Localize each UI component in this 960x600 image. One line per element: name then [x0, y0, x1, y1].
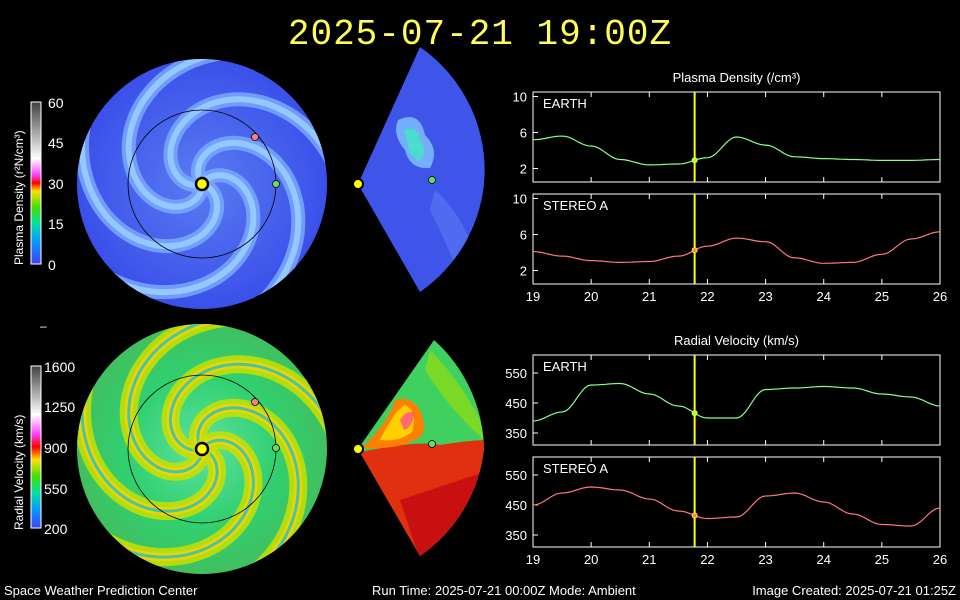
density-spiral-arms — [77, 59, 327, 309]
density-colorbar-label: Plasma Density (r²N/cm³) — [12, 130, 26, 265]
y-tick-label: 2 — [520, 264, 527, 279]
density-tick-3: 15 — [48, 216, 64, 232]
y-tick-label: 450 — [505, 498, 527, 513]
density-tick-2: 30 — [48, 176, 64, 192]
y-tick-label: 350 — [505, 528, 527, 543]
series-line — [532, 135, 940, 166]
velocity-meridional-map — [352, 340, 484, 556]
density-colorbar: 60 45 30 15 0 — [30, 95, 64, 273]
x-tick-label: 19 — [526, 552, 540, 567]
velocity-ecliptic-map — [77, 324, 327, 574]
spiral-arm — [80, 348, 219, 513]
chart-frame — [532, 456, 941, 548]
page-title: 2025-07-21 19:00Z — [287, 14, 673, 55]
x-tick-label: 22 — [700, 552, 714, 567]
footer-image-created: Image Created: 2025-07-21 01:25Z — [752, 583, 956, 598]
earth-marker — [272, 180, 280, 188]
chart-panel-label: EARTH — [543, 96, 587, 111]
x-tick-label: 24 — [816, 289, 830, 304]
spiral-arm — [168, 362, 327, 470]
earth-marker-side — [428, 176, 436, 184]
chart-frame — [532, 354, 941, 446]
velocity-tick-2: 900 — [44, 440, 68, 456]
footer-run-time: Run Time: 2025-07-21 00:00Z Mode: Ambien… — [372, 583, 636, 598]
timeseries-charts: Plasma Density (/cm³) EARTH 10 6 2 STEREO A 10… — [505, 70, 947, 567]
stereo-a-marker-bottom — [251, 398, 259, 406]
density-tick-1: 45 — [48, 135, 64, 151]
x-tick-label: 20 — [584, 552, 598, 567]
x-tick-label: 21 — [642, 552, 656, 567]
density-tick-4: 0 — [48, 257, 56, 273]
footer-organization: Space Weather Prediction Center — [4, 583, 198, 598]
y-tick-label: 450 — [505, 396, 527, 411]
spiral-arm — [77, 438, 255, 559]
chart-title: Radial Velocity (km/s) — [674, 333, 799, 348]
spiral-arm — [196, 406, 300, 574]
separator-dash: – — [40, 319, 47, 333]
series-line — [532, 231, 941, 264]
spiral-arm — [194, 139, 302, 309]
x-tick-label: 20 — [584, 289, 598, 304]
density-ecliptic-map — [77, 59, 327, 309]
y-tick-label: 6 — [520, 228, 527, 243]
x-tick-label: 21 — [642, 289, 656, 304]
x-tick-label: 24 — [816, 552, 830, 567]
velocity-spiral-arms — [77, 324, 327, 574]
x-tick-label: 25 — [875, 552, 889, 567]
chart-panel-label: STEREO A — [543, 198, 608, 213]
chart-frame — [532, 91, 941, 183]
y-tick-label: 6 — [520, 126, 527, 141]
series-line — [532, 486, 941, 527]
velocity-colorbar-label: Radial Velocity (km/s) — [12, 414, 26, 530]
spiral-arm — [167, 96, 327, 206]
stereo-a-marker — [251, 133, 259, 141]
spiral-arm — [125, 59, 267, 210]
series-line — [532, 382, 941, 422]
density-meridional-map — [352, 47, 485, 292]
x-tick-label: 26 — [933, 552, 947, 567]
y-tick-label: 10 — [513, 90, 527, 105]
velocity-colorbar: 1600 1250 900 550 200 — [30, 359, 75, 537]
x-tick-label: 19 — [526, 289, 540, 304]
sun-marker-side-bottom — [352, 443, 364, 455]
x-tick-label: 25 — [875, 289, 889, 304]
velocity-tick-4: 200 — [44, 521, 68, 537]
x-tick-label: 23 — [758, 552, 772, 567]
y-tick-label: 550 — [505, 468, 527, 483]
velocity-tick-0: 1600 — [44, 359, 75, 375]
x-tick-label: 22 — [700, 289, 714, 304]
spiral-arm — [78, 82, 221, 250]
x-tick-label: 26 — [933, 289, 947, 304]
velocity-tick-1: 1250 — [44, 399, 75, 415]
spiral-arm — [127, 324, 266, 474]
current-value-dot — [691, 247, 698, 254]
current-value-dot — [691, 157, 698, 164]
y-tick-label: 550 — [505, 366, 527, 381]
sun-marker — [194, 176, 210, 192]
y-tick-label: 350 — [505, 426, 527, 441]
density-tick-0: 60 — [48, 95, 64, 111]
sun-marker-side — [352, 178, 364, 190]
sun-marker-bottom — [194, 441, 210, 457]
chart-frame — [532, 193, 941, 285]
current-value-dot — [691, 512, 698, 519]
chart-title: Plasma Density (/cm³) — [673, 70, 801, 85]
x-tick-label: 23 — [758, 289, 772, 304]
spiral-arm — [77, 172, 257, 296]
earth-marker-side-bottom — [428, 440, 436, 448]
earth-marker-bottom — [272, 444, 280, 452]
chart-panel-label: EARTH — [543, 359, 587, 374]
y-tick-label: 2 — [520, 162, 527, 177]
chart-panel-label: STEREO A — [543, 461, 608, 476]
velocity-tick-3: 550 — [44, 481, 68, 497]
current-value-dot — [691, 410, 698, 417]
y-tick-label: 10 — [513, 192, 527, 207]
